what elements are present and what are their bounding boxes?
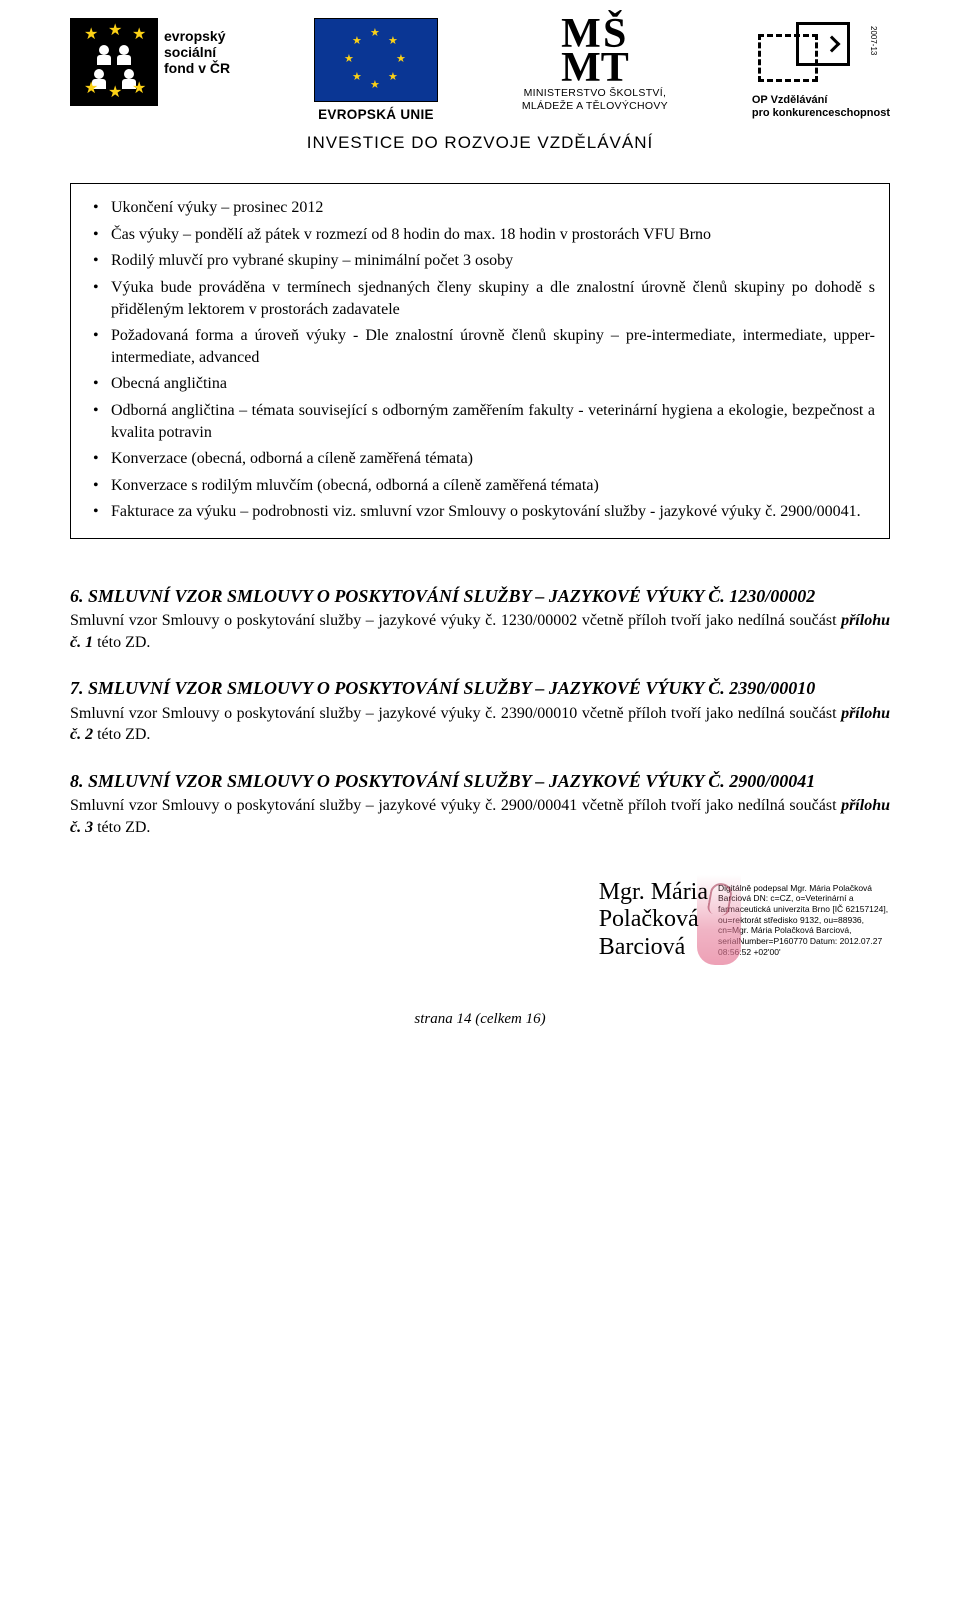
body-pre: Smluvní vzor Smlouvy o poskytování služb… bbox=[70, 612, 841, 629]
body-post: této ZD. bbox=[93, 819, 150, 836]
body-pre: Smluvní vzor Smlouvy o poskytování služb… bbox=[70, 705, 841, 722]
list-item: Rodilý mluvčí pro vybrané skupiny – mini… bbox=[85, 250, 875, 272]
page: ★ ★ ★ ★ ★ ★ evropský sociální fond v ČR … bbox=[0, 0, 960, 1060]
esf-line: sociální bbox=[164, 44, 230, 60]
signature-meta: Digitálně podepsal Mgr. Mária Polačková … bbox=[718, 883, 890, 957]
section-heading: 7. SMLUVNÍ VZOR SMLOUVY O POSKYTOVÁNÍ SL… bbox=[70, 677, 890, 700]
op-logo: 2007-13 OP Vzdělávání pro konkurencescho… bbox=[752, 18, 890, 120]
op-line: pro konkurenceschopnost bbox=[752, 107, 890, 120]
invest-tagline: INVESTICE DO ROZVOJE VZDĚLÁVÁNÍ bbox=[70, 132, 890, 155]
op-label: OP Vzdělávání pro konkurenceschopnost bbox=[752, 94, 890, 120]
esf-text: evropský sociální fond v ČR bbox=[164, 28, 230, 76]
eu-label: EVROPSKÁ UNIE bbox=[318, 106, 434, 124]
section-7: 7. SMLUVNÍ VZOR SMLOUVY O POSKYTOVÁNÍ SL… bbox=[70, 677, 890, 746]
body-pre: Smluvní vzor Smlouvy o poskytování služb… bbox=[70, 797, 841, 814]
section-body: Smluvní vzor Smlouvy o poskytování služb… bbox=[70, 795, 890, 838]
section-8: 8. SMLUVNÍ VZOR SMLOUVY O POSKYTOVÁNÍ SL… bbox=[70, 770, 890, 839]
sig-title: Mgr. Mária bbox=[599, 879, 708, 907]
section-6: 6. SMLUVNÍ VZOR SMLOUVY O POSKYTOVÁNÍ SL… bbox=[70, 585, 890, 654]
eu-logo: ★ ★ ★ ★ ★ ★ ★ ★ EVROPSKÁ UNIE bbox=[314, 18, 438, 124]
sig-last: Barciová bbox=[599, 934, 708, 962]
msmt-logo: MM ŠT MINISTERSTVO ŠKOLSTVÍ, MLÁDEŽE A T… bbox=[522, 18, 668, 113]
list-item: Ukončení výuky – prosinec 2012 bbox=[85, 197, 875, 219]
section-body: Smluvní vzor Smlouvy o poskytování služb… bbox=[70, 610, 890, 653]
section-heading: 6. SMLUVNÍ VZOR SMLOUVY O POSKYTOVÁNÍ SL… bbox=[70, 585, 890, 608]
msmt-label: MINISTERSTVO ŠKOLSTVÍ, MLÁDEŽE A TĚLOVÝC… bbox=[522, 87, 668, 113]
esf-line: evropský bbox=[164, 28, 230, 44]
signature-block: Mgr. Mária Polačková Barciová Digitálně … bbox=[70, 879, 890, 962]
digital-signature: Mgr. Mária Polačková Barciová Digitálně … bbox=[599, 879, 890, 962]
list-item: Výuka bude prováděna v termínech sjednan… bbox=[85, 277, 875, 320]
list-item: Fakturace za výuku – podrobnosti viz. sm… bbox=[85, 501, 875, 523]
body-post: této ZD. bbox=[93, 726, 150, 743]
sig-first: Polačková bbox=[599, 906, 708, 934]
list-item: Odborná angličtina – témata související … bbox=[85, 400, 875, 443]
list-item: Obecná angličtina bbox=[85, 373, 875, 395]
list-item: Konverzace (obecná, odborná a cíleně zam… bbox=[85, 448, 875, 470]
list-item: Čas výuky – pondělí až pátek v rozmezí o… bbox=[85, 224, 875, 246]
requirements-list: Ukončení výuky – prosinec 2012 Čas výuky… bbox=[85, 197, 875, 523]
funding-header: ★ ★ ★ ★ ★ ★ evropský sociální fond v ČR … bbox=[70, 18, 890, 124]
op-art-icon: 2007-13 bbox=[752, 18, 872, 92]
esf-logo: ★ ★ ★ ★ ★ ★ evropský sociální fond v ČR bbox=[70, 18, 230, 106]
page-footer: strana 14 (celkem 16) bbox=[70, 1009, 890, 1029]
list-item: Požadovaná forma a úroveň výuky - Dle zn… bbox=[85, 325, 875, 368]
section-body: Smluvní vzor Smlouvy o poskytování služb… bbox=[70, 703, 890, 746]
msmt-line: MLÁDEŽE A TĚLOVÝCHOVY bbox=[522, 100, 668, 113]
signature-name: Mgr. Mária Polačková Barciová bbox=[599, 879, 708, 962]
section-heading: 8. SMLUVNÍ VZOR SMLOUVY O POSKYTOVÁNÍ SL… bbox=[70, 770, 890, 793]
esf-line: fond v ČR bbox=[164, 60, 230, 76]
eu-flag-icon: ★ ★ ★ ★ ★ ★ ★ ★ bbox=[314, 18, 438, 102]
list-item: Konverzace s rodilým mluvčím (obecná, od… bbox=[85, 475, 875, 497]
msmt-glyph-icon: MM ŠT bbox=[561, 18, 629, 85]
op-line: OP Vzdělávání bbox=[752, 94, 890, 107]
msmt-line: MINISTERSTVO ŠKOLSTVÍ, bbox=[522, 87, 668, 100]
op-side: 2007-13 bbox=[867, 26, 878, 55]
esf-flag-icon: ★ ★ ★ ★ ★ ★ bbox=[70, 18, 158, 106]
requirements-box: Ukončení výuky – prosinec 2012 Čas výuky… bbox=[70, 183, 890, 539]
body-post: této ZD. bbox=[93, 634, 150, 651]
